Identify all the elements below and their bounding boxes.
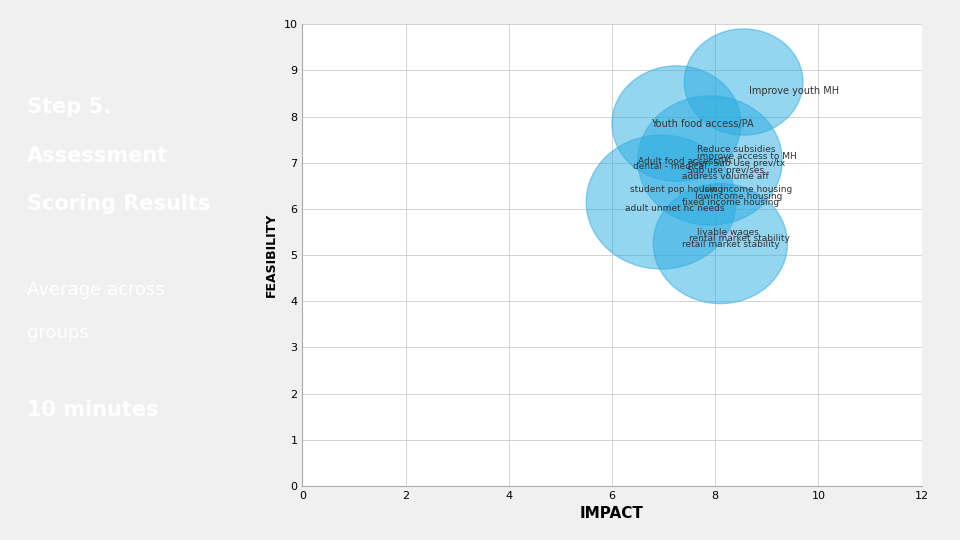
Text: Scoring Results: Scoring Results bbox=[27, 194, 211, 214]
Circle shape bbox=[684, 29, 803, 135]
Y-axis label: FEASIBILITY: FEASIBILITY bbox=[265, 213, 278, 298]
Text: 10 minutes: 10 minutes bbox=[27, 400, 159, 420]
Text: Average across: Average across bbox=[27, 281, 165, 299]
Text: Adult food access/PA: Adult food access/PA bbox=[637, 156, 732, 165]
Text: groups: groups bbox=[27, 324, 89, 342]
Text: address volume aff: address volume aff bbox=[682, 172, 768, 181]
Text: low income housing: low income housing bbox=[703, 185, 793, 194]
Text: lowincome housing: lowincome housing bbox=[694, 192, 782, 200]
Circle shape bbox=[637, 96, 782, 225]
Text: adult unmet hc needs: adult unmet hc needs bbox=[625, 204, 725, 213]
Text: Gen Sub Use prev/tx: Gen Sub Use prev/tx bbox=[692, 159, 785, 168]
Text: Assessment: Assessment bbox=[27, 146, 169, 166]
Circle shape bbox=[612, 66, 741, 181]
Text: dental - medical: dental - medical bbox=[633, 162, 707, 171]
Text: Step 5.: Step 5. bbox=[27, 97, 111, 117]
Text: rental market stability: rental market stability bbox=[689, 234, 790, 243]
Text: Sub use prev/ses: Sub use prev/ses bbox=[686, 166, 764, 175]
X-axis label: IMPACT: IMPACT bbox=[580, 507, 644, 522]
Text: student pop housing: student pop housing bbox=[630, 185, 723, 194]
Text: Youth food access/PA: Youth food access/PA bbox=[651, 119, 754, 129]
Text: livable wages: livable wages bbox=[697, 227, 759, 237]
Circle shape bbox=[587, 135, 735, 269]
Circle shape bbox=[653, 184, 787, 303]
Text: Improve youth MH: Improve youth MH bbox=[749, 86, 839, 96]
Text: Reduce subsidies: Reduce subsidies bbox=[697, 145, 776, 154]
Text: improve access to MH: improve access to MH bbox=[697, 152, 797, 161]
Text: fixed income housing: fixed income housing bbox=[682, 198, 779, 207]
Text: retail market stability: retail market stability bbox=[682, 240, 780, 249]
